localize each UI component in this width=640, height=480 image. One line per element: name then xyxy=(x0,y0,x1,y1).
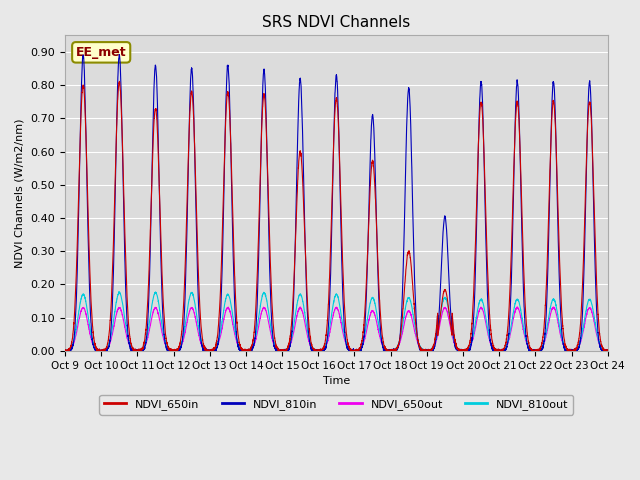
Legend: NDVI_650in, NDVI_810in, NDVI_650out, NDVI_810out: NDVI_650in, NDVI_810in, NDVI_650out, NDV… xyxy=(99,395,573,415)
Title: SRS NDVI Channels: SRS NDVI Channels xyxy=(262,15,410,30)
X-axis label: Time: Time xyxy=(323,376,350,386)
Y-axis label: NDVI Channels (W/m2/nm): NDVI Channels (W/m2/nm) xyxy=(15,119,25,268)
Text: EE_met: EE_met xyxy=(76,46,127,59)
